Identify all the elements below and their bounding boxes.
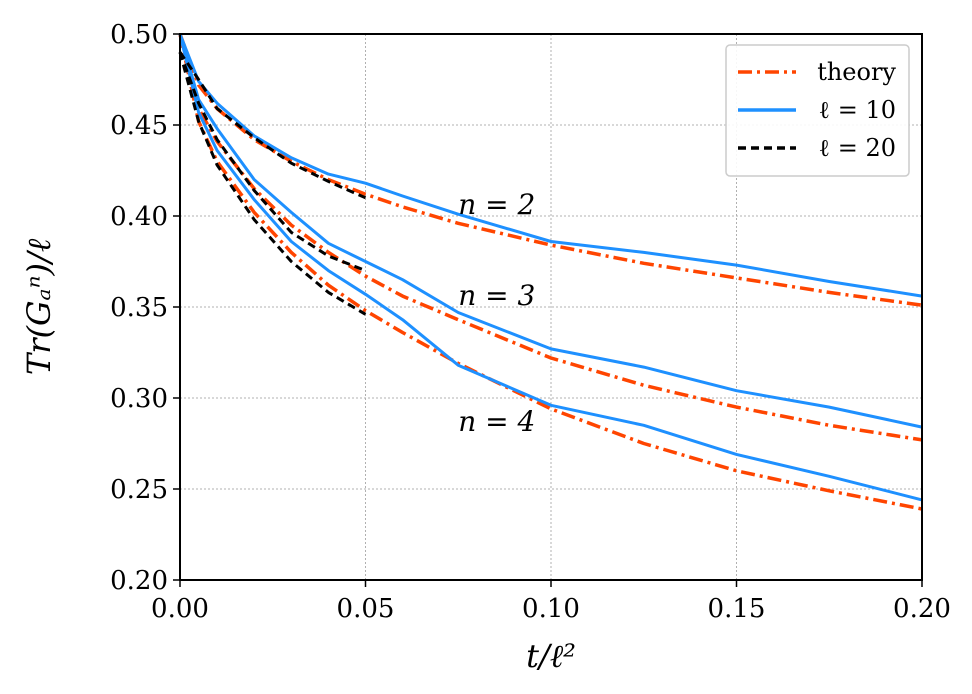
legend-label: ℓ = 20 bbox=[819, 134, 896, 162]
y-axis-label: Tr(Gₐⁿ)/ℓ bbox=[20, 238, 58, 375]
x-tick-label: 0.05 bbox=[337, 594, 395, 624]
series-line-l10-0 bbox=[178, 33, 923, 298]
x-tick-label: 0.20 bbox=[893, 594, 951, 624]
legend-box bbox=[725, 44, 910, 177]
x-tick-label: 0.10 bbox=[522, 594, 580, 624]
series-line-l10-2 bbox=[178, 33, 923, 502]
x-tick-label: 0.00 bbox=[151, 594, 209, 624]
curve-annotation: n = 4 bbox=[458, 405, 535, 438]
series-layer bbox=[178, 33, 923, 511]
series-line-theory-2 bbox=[178, 33, 923, 511]
y-tick-label: 0.20 bbox=[110, 566, 168, 596]
x-tick-label: 0.15 bbox=[708, 594, 766, 624]
curve-annotation: n = 2 bbox=[458, 188, 535, 221]
y-tick-label: 0.40 bbox=[110, 202, 168, 232]
y-tick-label: 0.45 bbox=[110, 111, 168, 141]
series-line-l20-1 bbox=[178, 51, 367, 272]
y-tick-label: 0.35 bbox=[110, 293, 168, 323]
y-tick-label: 0.25 bbox=[110, 475, 168, 505]
legend: theory ℓ = 10 ℓ = 20 bbox=[725, 44, 910, 177]
series-line-theory-1 bbox=[178, 33, 923, 442]
grid bbox=[180, 34, 922, 580]
curve-annotation: n = 3 bbox=[458, 279, 535, 312]
series-line-l10-1 bbox=[178, 33, 923, 429]
y-tick-label: 0.30 bbox=[110, 384, 168, 414]
legend-label: ℓ = 10 bbox=[819, 96, 896, 124]
x-axis-label: t/ℓ² bbox=[526, 637, 576, 675]
ticks: 0.00 0.05 0.10 0.15 0.20 0.20 0.25 0.30 0.35 0.40… bbox=[110, 20, 951, 624]
y-tick-label: 0.50 bbox=[110, 20, 168, 50]
series-line-l20-0 bbox=[178, 51, 367, 200]
series-line-theory-0 bbox=[178, 33, 923, 307]
annotations: n = 2 n = 3 n = 4 bbox=[458, 188, 535, 438]
series-line-l20-2 bbox=[178, 51, 367, 316]
legend-label: theory bbox=[817, 58, 896, 86]
